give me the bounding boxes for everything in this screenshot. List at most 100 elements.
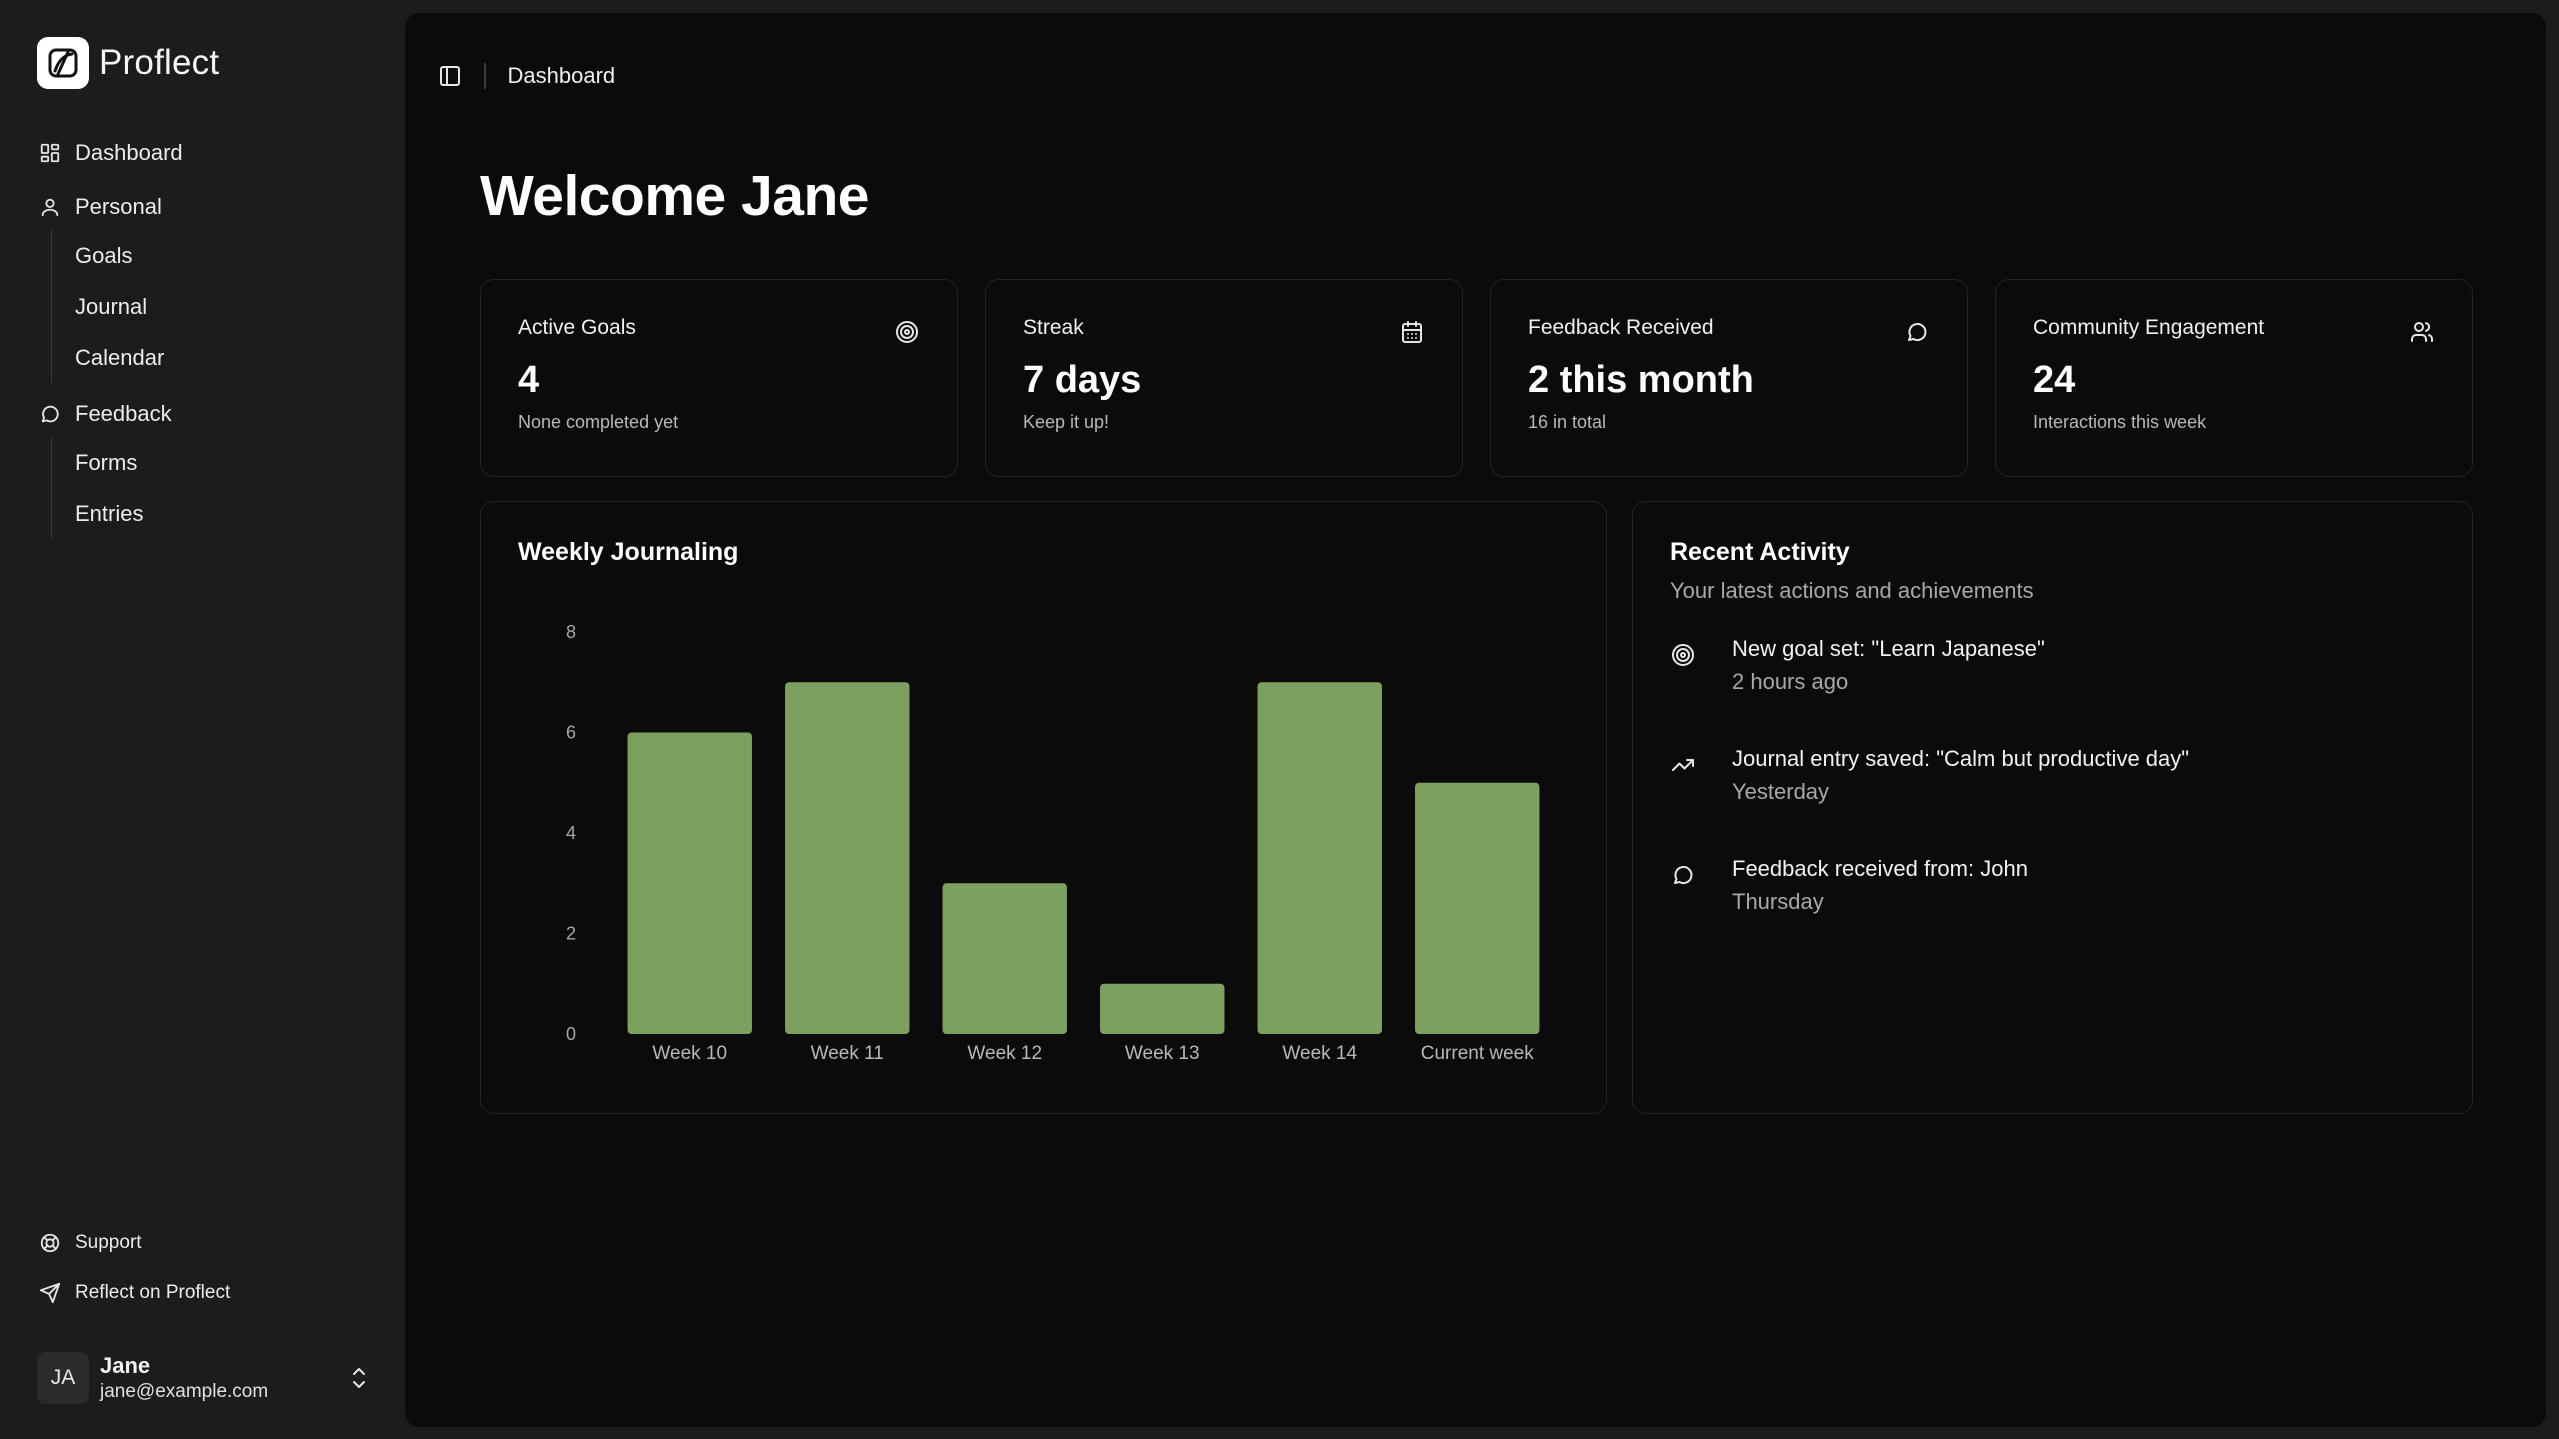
chat-bubble-icon <box>1670 862 1696 888</box>
sidebar-item-label: Feedback <box>75 401 172 426</box>
activity-time: Yesterday <box>1732 779 1830 804</box>
chart-bar[interactable] <box>1100 983 1225 1034</box>
user-icon <box>37 194 63 220</box>
stat-value: 7 days <box>1023 359 1142 401</box>
stat-title: Active Goals <box>518 316 636 339</box>
stat-subtext: 16 in total <box>1528 412 1607 432</box>
stat-title: Feedback Received <box>1528 316 1714 339</box>
topbar-divider <box>484 63 486 89</box>
feedback-submenu: Forms Entries <box>51 437 377 539</box>
y-tick-label: 8 <box>566 622 576 642</box>
stats-row: Active Goals 4 None completed yet Streak… <box>480 279 2473 477</box>
breadcrumb: Dashboard <box>507 63 616 88</box>
stat-card-feedback-received: Feedback Received 2 this month 16 in tot… <box>1490 279 1968 477</box>
sidebar-item-personal[interactable]: Personal <box>37 184 377 230</box>
sidebar-item-label: Personal <box>75 194 162 219</box>
main-panel: Dashboard Welcome Jane Active Goals 4 No… <box>405 13 2546 1427</box>
stat-subtext: Keep it up! <box>1023 412 1110 432</box>
stat-card-active-goals: Active Goals 4 None completed yet <box>480 279 958 477</box>
stat-value: 4 <box>518 359 540 401</box>
activity-text: Journal entry saved: "Calm but productiv… <box>1732 746 2190 771</box>
stat-subtext: Interactions this week <box>2033 412 2207 432</box>
target-icon <box>1670 642 1696 668</box>
x-tick-label: Current week <box>1421 1043 1534 1064</box>
stat-subtext: None completed yet <box>518 412 679 432</box>
avatar: JA <box>37 1352 89 1404</box>
x-tick-label: Week 10 <box>652 1043 727 1064</box>
sidebar-footer: Support Reflect on Proflect <box>37 1218 230 1318</box>
chart-bar[interactable] <box>627 732 752 1035</box>
sidebar-item-dashboard[interactable]: Dashboard <box>37 130 377 176</box>
activity-time: 2 hours ago <box>1732 669 1849 694</box>
chat-bubble-icon <box>1903 318 1931 346</box>
stat-value: 2 this month <box>1528 359 1754 401</box>
send-icon <box>37 1280 63 1306</box>
activity-time: Thursday <box>1732 889 1824 914</box>
brand[interactable]: Proflect <box>37 37 219 89</box>
personal-submenu: Goals Journal Calendar <box>51 230 377 383</box>
support-label: Support <box>75 1232 142 1253</box>
y-tick-label: 0 <box>566 1024 576 1044</box>
user-menu[interactable]: JA Jane jane@example.com <box>37 1350 377 1406</box>
users-icon <box>2408 318 2436 346</box>
lifebuoy-icon <box>37 1230 63 1256</box>
chart-bar[interactable] <box>1415 782 1540 1034</box>
chart-bar[interactable] <box>785 682 910 1034</box>
recent-activity-card: Recent Activity Your latest actions and … <box>1632 501 2473 1114</box>
chat-bubble-icon <box>37 401 63 427</box>
list-item: Journal entry saved: "Calm but productiv… <box>1670 742 2430 852</box>
sidebar: Proflect Dashboard <box>0 0 405 1439</box>
weekly-journaling-chart: 0 2 4 6 8 Week 10 Week 11 Week 12 Week 13 Week 14… <box>566 622 1540 1064</box>
proflect-logo-icon <box>37 37 89 89</box>
sidebar-item-goals[interactable]: Goals <box>75 242 133 268</box>
sidebar-item-forms[interactable]: Forms <box>75 449 138 475</box>
grid-icon <box>37 140 63 166</box>
chart-bar[interactable] <box>942 883 1067 1034</box>
x-tick-label: Week 12 <box>967 1043 1042 1064</box>
y-tick-label: 2 <box>566 924 576 944</box>
x-tick-label: Week 11 <box>811 1043 884 1064</box>
panel-left-icon <box>440 66 460 86</box>
list-item: New goal set: "Learn Japanese" 2 hours a… <box>1670 632 2430 742</box>
sidebar-item-label: Dashboard <box>75 140 183 165</box>
stat-card-streak: Streak 7 days Keep it up! <box>985 279 1463 477</box>
list-item: Feedback received from: John Thursday <box>1670 852 2430 962</box>
stat-value: 24 <box>2033 359 2076 401</box>
activity-subtitle: Your latest actions and achievements <box>1670 578 2034 603</box>
activity-body: Feedback received from: John Thursday <box>1732 852 2028 918</box>
activity-text: Feedback received from: John <box>1732 856 2028 881</box>
stat-title: Streak <box>1023 316 1084 339</box>
activity-body: New goal set: "Learn Japanese" 2 hours a… <box>1732 632 2045 698</box>
activity-list: New goal set: "Learn Japanese" 2 hours a… <box>1670 632 2430 962</box>
activity-text: New goal set: "Learn Japanese" <box>1732 636 2045 661</box>
y-tick-label: 6 <box>566 723 576 743</box>
weekly-journaling-card: 0 2 4 6 8 Week 10 Week 11 Week 12 Week 13 Week 14… <box>480 501 1607 1114</box>
sidebar-item-calendar[interactable]: Calendar <box>75 344 165 370</box>
sidebar-nav: Dashboard Personal Goals Journal <box>37 130 377 547</box>
sidebar-toggle-button[interactable] <box>432 58 468 94</box>
calendar-icon <box>1398 318 1426 346</box>
x-tick-label: Week 14 <box>1282 1043 1357 1064</box>
sidebar-item-feedback[interactable]: Feedback <box>37 391 377 437</box>
stat-title: Community Engagement <box>2033 316 2265 339</box>
user-name: Jane <box>100 1353 151 1378</box>
chart-title: Weekly Journaling <box>518 538 739 566</box>
brand-name: Proflect <box>99 43 220 82</box>
chevrons-up-down-icon <box>347 1363 371 1393</box>
trending-up-icon <box>1670 752 1696 778</box>
chart-bar[interactable] <box>1257 682 1382 1034</box>
activity-title: Recent Activity <box>1670 538 1850 566</box>
support-link[interactable]: Support <box>37 1218 230 1268</box>
sidebar-item-journal[interactable]: Journal <box>75 293 148 319</box>
reflect-label: Reflect on Proflect <box>75 1282 231 1303</box>
stat-card-community-engagement: Community Engagement 24 Interactions thi… <box>1995 279 2473 477</box>
user-info: Jane jane@example.com <box>100 1353 347 1403</box>
page-title: Welcome Jane <box>480 164 869 228</box>
sidebar-item-entries[interactable]: Entries <box>75 500 144 526</box>
x-tick-label: Week 13 <box>1125 1043 1200 1064</box>
y-tick-label: 4 <box>566 823 576 843</box>
user-email: jane@example.com <box>100 1381 269 1402</box>
activity-body: Journal entry saved: "Calm but productiv… <box>1732 742 2189 808</box>
reflect-link[interactable]: Reflect on Proflect <box>37 1268 230 1318</box>
